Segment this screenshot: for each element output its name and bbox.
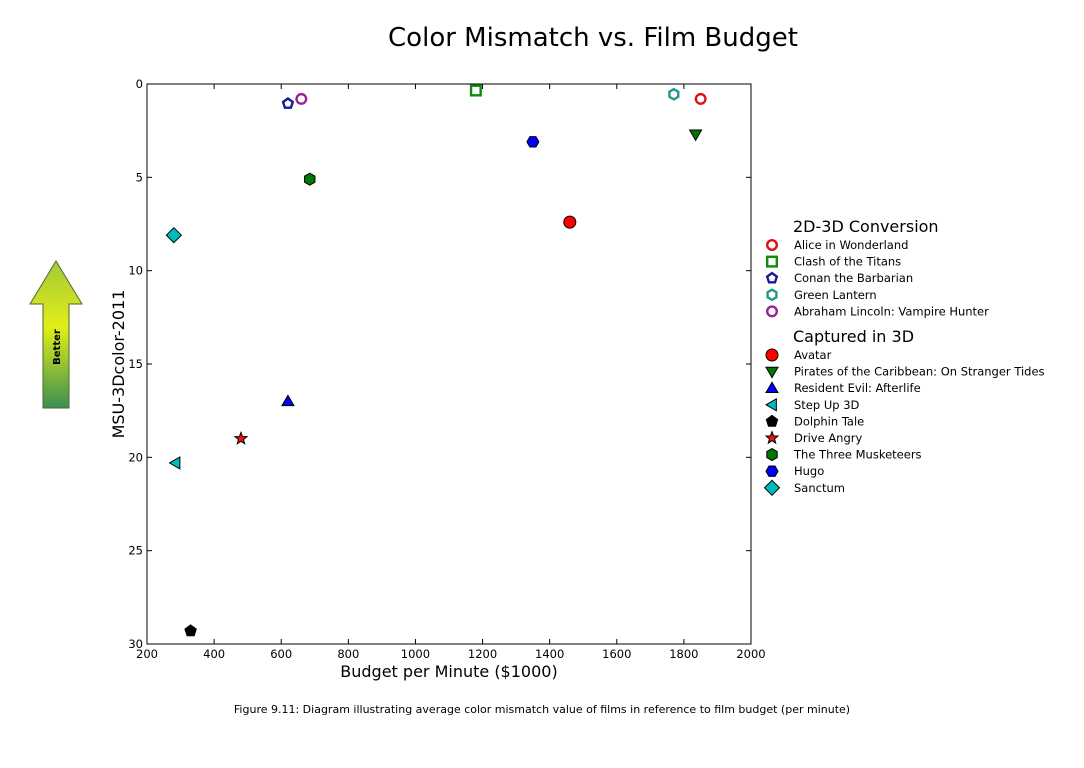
y-tick-label: 0 bbox=[136, 77, 143, 91]
figure-caption: Figure 9.11: Diagram illustrating averag… bbox=[234, 703, 850, 716]
point-dolphin-tale bbox=[184, 624, 197, 637]
legend-group-title: Captured in 3D bbox=[793, 327, 914, 346]
legend-marker-pirates-of-the-caribbean-on-stranger-tides bbox=[765, 366, 779, 379]
x-axis-ticks: 200 400 600 800 1000 1200 1400 1600 1800 2000 bbox=[136, 84, 766, 661]
legend-group-title: 2D-3D Conversion bbox=[793, 217, 939, 236]
legend-marker-green-lantern bbox=[766, 288, 778, 302]
legend-marker-resident-evil-afterlife bbox=[765, 381, 779, 394]
y-tick-label: 20 bbox=[128, 450, 143, 464]
y-tick-label: 15 bbox=[128, 357, 143, 371]
legend-label: Drive Angry bbox=[794, 431, 862, 445]
x-tick-label: 1000 bbox=[401, 647, 430, 661]
y-axis-label: MSU-3Dcolor-2011 bbox=[109, 290, 128, 439]
legend-marker-drive-angry bbox=[764, 430, 780, 445]
point-hugo bbox=[526, 136, 540, 148]
legend-label: Hugo bbox=[794, 464, 824, 478]
legend-label: Abraham Lincoln: Vampire Hunter bbox=[794, 304, 989, 318]
x-tick-label: 600 bbox=[270, 647, 292, 661]
point-green-lantern bbox=[668, 87, 680, 101]
legend-label: Resident Evil: Afterlife bbox=[794, 381, 921, 395]
legend-marker-dolphin-tale bbox=[765, 414, 779, 427]
legend-label: Avatar bbox=[794, 348, 832, 362]
x-tick-label: 400 bbox=[203, 647, 225, 661]
point-conan-the-barbarian bbox=[281, 97, 295, 109]
legend-label: Clash of the Titans bbox=[794, 255, 901, 269]
legend-marker-the-three-musketeers bbox=[766, 448, 778, 462]
point-the-three-musketeers bbox=[304, 172, 316, 186]
point-resident-evil-afterlife bbox=[281, 394, 295, 407]
legend-marker-clash-of-the-titans bbox=[766, 255, 779, 268]
y-tick-label: 10 bbox=[128, 264, 143, 278]
point-step-up-3d bbox=[168, 456, 181, 470]
y-tick-label: 5 bbox=[136, 170, 143, 184]
legend-marker-step-up-3d bbox=[765, 397, 777, 412]
x-tick-label: 1800 bbox=[669, 647, 698, 661]
legend-label: Dolphin Tale bbox=[794, 414, 864, 428]
x-tick-label: 1600 bbox=[602, 647, 631, 661]
y-tick-label: 30 bbox=[128, 637, 143, 651]
legend-label: Green Lantern bbox=[794, 288, 877, 302]
x-axis-label: Budget per Minute ($1000) bbox=[340, 662, 557, 681]
x-tick-label: 1200 bbox=[468, 647, 497, 661]
legend-marker-abraham-lincoln-vampire-hunter bbox=[766, 305, 779, 318]
point-drive-angry bbox=[233, 430, 249, 445]
y-axis-ticks: 0 5 10 15 20 25 30 bbox=[128, 77, 751, 651]
point-avatar bbox=[563, 215, 577, 229]
legend: 2D-3D Conversion Alice in Wonderland Clash… bbox=[763, 217, 1045, 497]
plot-area bbox=[146, 83, 752, 645]
y-tick-label: 25 bbox=[128, 544, 143, 558]
data-points bbox=[165, 84, 707, 637]
point-clash-of-the-titans bbox=[469, 84, 482, 97]
legend-label: Alice in Wonderland bbox=[794, 238, 908, 252]
better-label: Better bbox=[52, 329, 63, 365]
point-alice-in-wonderland bbox=[694, 92, 707, 105]
chart-title: Color Mismatch vs. Film Budget bbox=[388, 23, 798, 53]
point-sanctum bbox=[165, 226, 183, 244]
legend-label: Pirates of the Caribbean: On Stranger Ti… bbox=[794, 365, 1045, 379]
x-tick-label: 2000 bbox=[736, 647, 765, 661]
legend-marker-sanctum bbox=[763, 479, 781, 497]
point-abraham-lincoln-vampire-hunter bbox=[295, 92, 308, 105]
better-arrow: Better bbox=[29, 260, 83, 409]
legend-marker-alice-in-wonderland bbox=[766, 238, 779, 251]
x-tick-label: 800 bbox=[337, 647, 359, 661]
legend-label: Conan the Barbarian bbox=[794, 271, 913, 285]
x-tick-label: 1400 bbox=[535, 647, 564, 661]
point-pirates-of-the-caribbean-on-stranger-tides bbox=[688, 129, 703, 142]
legend-label: Step Up 3D bbox=[794, 398, 860, 412]
legend-marker-conan-the-barbarian bbox=[765, 271, 779, 284]
x-tick-label: 200 bbox=[136, 647, 158, 661]
legend-label: Sanctum bbox=[794, 481, 845, 495]
legend-label: The Three Musketeers bbox=[793, 448, 922, 462]
legend-marker-hugo bbox=[765, 465, 779, 477]
legend-marker-avatar bbox=[765, 348, 779, 362]
